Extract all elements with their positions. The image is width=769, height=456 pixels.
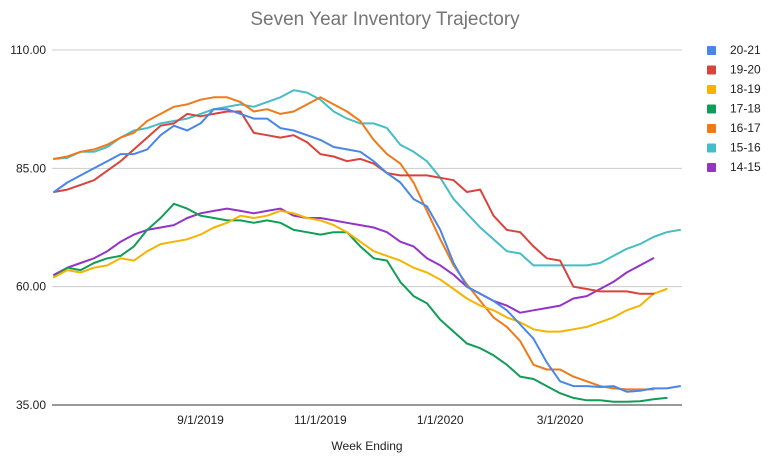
series-line-16-17 — [53, 96, 655, 391]
legend-swatch-14-15 — [707, 163, 716, 172]
legend-swatch-20-21 — [707, 46, 716, 55]
series-line-19-20 — [53, 110, 655, 295]
legend-label-19-20: 19-20 — [730, 63, 761, 77]
series-line-15-16 — [53, 89, 681, 267]
series-line-14-15 — [53, 207, 655, 314]
x-tick-label: 3/1/2020 — [537, 413, 584, 427]
x-axis-label: Week Ending — [331, 439, 402, 453]
chart-title: Seven Year Inventory Trajectory — [250, 9, 520, 30]
legend-label-15-16: 15-16 — [730, 141, 761, 155]
legend: 20-21 19-20 18-19 17-18 16-17 15-16 14-15 — [707, 43, 761, 174]
series-line-20-21 — [53, 108, 681, 393]
legend-swatch-17-18 — [707, 104, 716, 114]
y-tick-label: 110.00 — [10, 43, 46, 57]
series-line-17-18 — [53, 202, 668, 403]
y-grid — [52, 49, 682, 406]
legend-label-16-17: 16-17 — [730, 121, 761, 135]
legend-swatch-16-17 — [707, 124, 716, 133]
legend-label-17-18: 17-18 — [730, 102, 761, 116]
legend-swatch-15-16 — [707, 143, 716, 153]
y-tick-label: 60.00 — [16, 280, 46, 294]
legend-swatch-18-19 — [707, 85, 716, 94]
legend-label-18-19: 18-19 — [730, 82, 761, 96]
legend-label-14-15: 14-15 — [730, 160, 761, 174]
x-tick-label: 11/1/2019 — [294, 413, 347, 427]
x-tick-label: 1/1/2020 — [417, 413, 464, 427]
legend-label-20-21: 20-21 — [730, 43, 761, 57]
legend-swatch-19-20 — [707, 65, 716, 75]
x-tick-label: 9/1/2019 — [177, 413, 224, 427]
x-tick-labels: 9/1/2019 11/1/2019 1/1/2020 3/1/2020 — [177, 413, 584, 427]
series-lines — [53, 89, 681, 403]
y-tick-label: 35.00 — [16, 398, 46, 412]
y-tick-labels: 35.00 60.00 85.00 110.00 — [10, 43, 46, 412]
series-line-18-19 — [53, 209, 668, 333]
y-tick-label: 85.00 — [16, 161, 46, 175]
